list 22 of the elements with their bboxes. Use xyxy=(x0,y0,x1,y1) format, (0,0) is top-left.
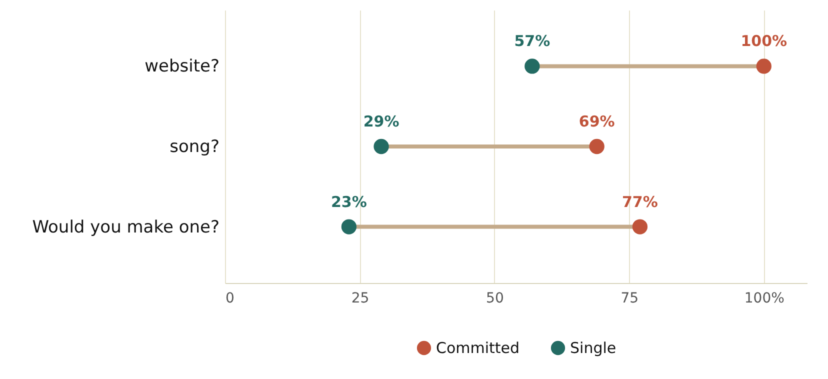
x-tick-label: 50 xyxy=(486,290,504,306)
point xyxy=(589,138,604,154)
data-label: 23% xyxy=(330,192,367,211)
data-label: 57% xyxy=(514,32,550,50)
data-label: 69% xyxy=(578,112,615,130)
point xyxy=(524,58,540,74)
x-tick-label: 100% xyxy=(744,290,784,306)
x-tick-label: 0 xyxy=(226,290,234,306)
legend-label: Single xyxy=(570,339,616,357)
legend-label: Committed xyxy=(436,339,520,357)
point xyxy=(374,138,389,154)
point xyxy=(341,219,357,234)
point xyxy=(632,219,648,234)
data-label: 100% xyxy=(740,32,788,50)
x-tick-label: 75 xyxy=(620,290,639,306)
y-tick-label: song? xyxy=(170,137,220,157)
x-tick-label: 25 xyxy=(351,290,370,306)
data-label: 77% xyxy=(622,192,658,211)
data-label: 29% xyxy=(363,112,400,130)
y-tick-label: Would you make one? xyxy=(32,217,220,238)
point xyxy=(756,58,772,74)
y-tick-label: website? xyxy=(144,56,220,77)
